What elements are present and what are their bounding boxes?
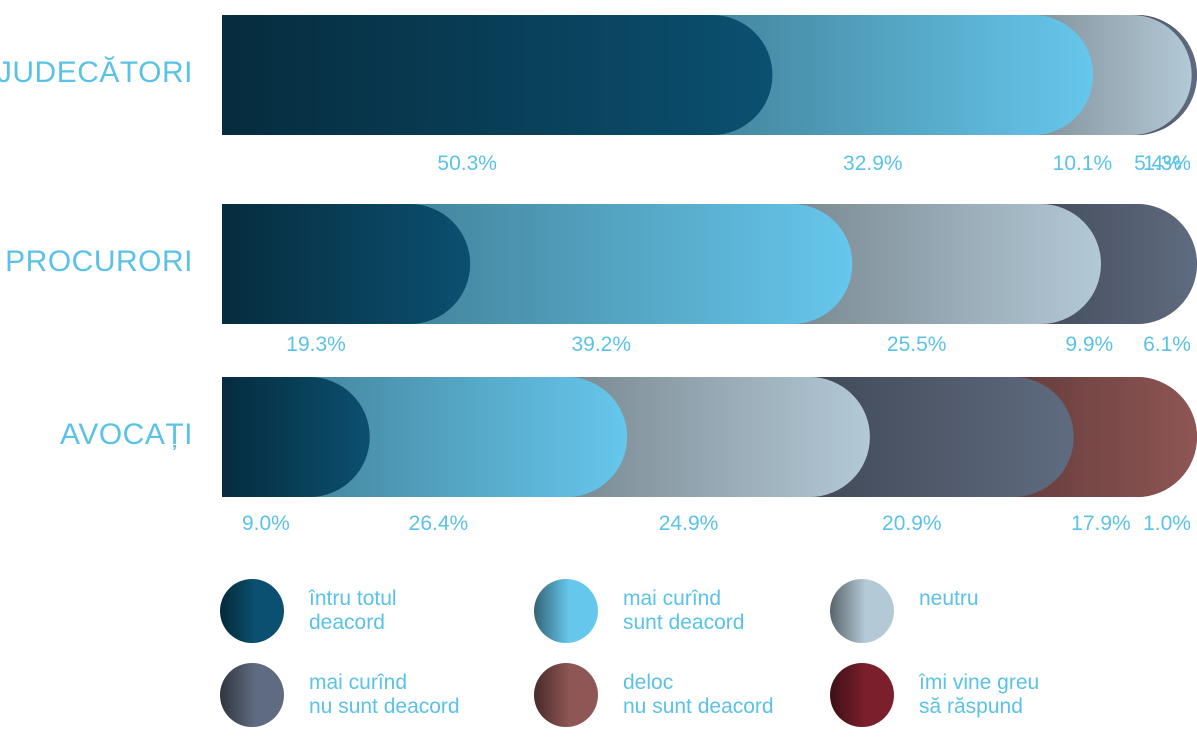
data-label: 9.0%	[241, 512, 290, 535]
legend-swatch	[534, 579, 598, 643]
data-label: 6.1%	[1143, 333, 1191, 356]
legend-swatch	[534, 663, 598, 727]
legend-label: întru totul deacord	[309, 587, 397, 634]
data-label: 1.3%	[1143, 152, 1191, 175]
data-label: 39.2%	[571, 333, 632, 356]
bar-row-2	[222, 377, 1197, 498]
data-label: 26.4%	[408, 512, 469, 535]
legend-label: mai curînd sunt deacord	[623, 587, 745, 634]
data-label: 25.5%	[886, 333, 947, 356]
legend-item: deloc nu sunt deacord	[534, 663, 854, 729]
bar-row-1	[222, 204, 1197, 324]
legend-item: neutru	[830, 579, 1150, 645]
data-label: 1.0%	[1143, 512, 1191, 535]
legend-label: neutru	[919, 587, 979, 610]
bar-row-0	[222, 15, 1197, 135]
category-label: AVOCAȚI	[60, 418, 193, 451]
stacked-bar-chart	[222, 15, 1197, 498]
data-label: 5.4%	[1134, 152, 1182, 175]
data-label: 10.1%	[1052, 152, 1113, 175]
legend-swatch	[830, 663, 894, 727]
legend-item: îmi vine greu să răspund	[830, 663, 1150, 729]
legend-swatch	[220, 663, 284, 727]
legend-item: întru totul deacord	[220, 579, 540, 645]
data-label: 19.3%	[286, 333, 346, 356]
legend-label: deloc nu sunt deacord	[623, 671, 774, 718]
bar-segment	[222, 377, 370, 498]
legend-swatch	[830, 579, 894, 643]
category-label: JUDECĂTORI	[0, 56, 193, 89]
data-label: 24.9%	[658, 512, 719, 535]
category-label: PROCURORI	[5, 245, 193, 278]
data-label: 17.9%	[1071, 512, 1131, 535]
bar-segment	[350, 204, 853, 324]
data-label: 32.9%	[843, 152, 903, 175]
legend-item: mai curînd nu sunt deacord	[220, 663, 540, 729]
legend-label: îmi vine greu să răspund	[919, 671, 1040, 718]
bar-segment	[222, 15, 773, 135]
data-label: 9.9%	[1065, 333, 1114, 356]
legend-label: mai curînd nu sunt deacord	[309, 671, 460, 718]
data-label: 50.3%	[437, 152, 497, 175]
data-label: 20.9%	[882, 512, 942, 535]
bar-segment	[222, 204, 471, 324]
legend-swatch	[220, 579, 284, 643]
legend-item: mai curînd sunt deacord	[534, 579, 854, 645]
